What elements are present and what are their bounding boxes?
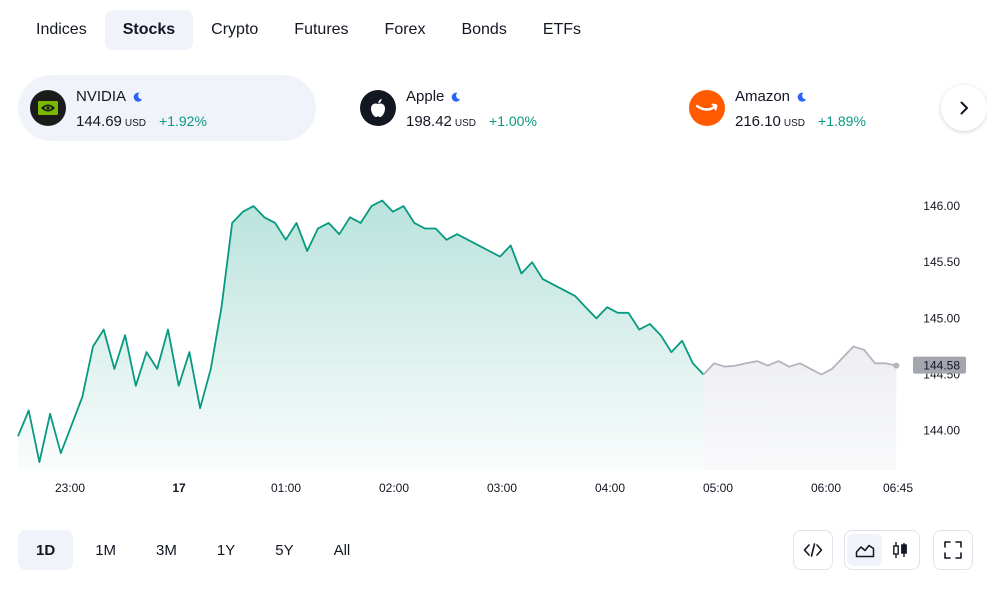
ticker-currency: USD [124, 117, 147, 129]
y-tick-label: 145.00 [923, 311, 960, 325]
y-tick-label: 144.00 [923, 424, 960, 438]
last-price-dot [893, 362, 900, 369]
ticker-name: NVIDIA [76, 88, 127, 105]
embed-button[interactable] [793, 530, 833, 570]
carousel-next-button[interactable] [941, 85, 987, 131]
x-tick-label: 02:00 [379, 481, 409, 495]
tab-futures[interactable]: Futures [294, 21, 349, 38]
tab-crypto[interactable]: Crypto [211, 21, 259, 38]
candlestick-icon [892, 542, 907, 558]
amazon-logo-icon [689, 90, 725, 126]
moon-icon [797, 92, 807, 102]
market-category-tabs: Indices Stocks Crypto Futures Forex Bond… [18, 10, 599, 50]
ticker-change: +1.92% [159, 112, 207, 129]
tab-indices[interactable]: Indices [36, 21, 87, 38]
candlestick-chart-button[interactable] [882, 534, 917, 566]
extended-session-area [703, 346, 897, 470]
last-price-label: 144.58 [923, 359, 960, 373]
range-all-button[interactable]: All [333, 541, 351, 559]
ticker-card-amazon[interactable]: Amazon 216.10 USD +1.89% [677, 75, 937, 141]
tab-bonds[interactable]: Bonds [461, 21, 507, 38]
ticker-change: +1.89% [818, 112, 866, 129]
area-chart-icon [855, 544, 874, 558]
ticker-price: 198.42 [406, 112, 452, 130]
x-tick-label: 23:00 [55, 481, 85, 495]
regular-session-line [17, 199, 705, 463]
range-3m-button[interactable]: 3M [156, 541, 177, 559]
nvidia-logo-icon [30, 90, 66, 126]
last-price-badge [913, 356, 966, 374]
ticker-name: Amazon [735, 88, 791, 105]
time-range-selector: 1D 1M 3M 1Y 5Y All [18, 530, 372, 570]
area-chart-button[interactable] [847, 534, 882, 566]
apple-logo-icon [360, 90, 396, 126]
range-1d-button[interactable]: 1D [18, 530, 74, 570]
x-tick-label: 17 [172, 481, 186, 495]
ticker-carousel: NVIDIA 144.69 USD +1.92% Apple 198.42 [18, 75, 987, 141]
ticker-name: Apple [406, 88, 445, 105]
x-tick-label: 01:00 [271, 481, 301, 495]
extended-session-line [702, 345, 897, 376]
ticker-price: 144.69 [76, 112, 122, 130]
tab-stocks[interactable]: Stocks [104, 10, 194, 50]
fullscreen-icon [944, 541, 962, 559]
range-1m-button[interactable]: 1M [95, 541, 117, 559]
fullscreen-button[interactable] [933, 530, 973, 570]
ticker-currency: USD [783, 117, 806, 129]
y-tick-label: 146.00 [923, 199, 960, 213]
range-5y-button[interactable]: 5Y [275, 541, 294, 559]
ticker-card-apple[interactable]: Apple 198.42 USD +1.00% [348, 75, 648, 141]
x-tick-label: 06:45 [883, 481, 913, 495]
chevron-right-icon [960, 101, 968, 115]
ticker-currency: USD [454, 117, 477, 129]
tab-forex[interactable]: Forex [384, 21, 426, 38]
x-tick-label: 06:00 [811, 481, 841, 495]
x-tick-label: 04:00 [595, 481, 625, 495]
ticker-price: 216.10 [735, 112, 781, 130]
code-icon [803, 543, 823, 557]
y-tick-label: 145.50 [923, 255, 960, 269]
regular-session-area [18, 200, 704, 470]
chart-type-toggle [844, 530, 920, 570]
price-chart[interactable]: 146.00 145.50 145.00 144.50 144.00 23:00 17 01… [0, 160, 987, 505]
moon-icon [452, 92, 461, 102]
x-tick-label: 05:00 [703, 481, 733, 495]
range-1y-button[interactable]: 1Y [216, 541, 236, 559]
ticker-change: +1.00% [489, 112, 537, 129]
x-tick-label: 03:00 [487, 481, 517, 495]
moon-icon [133, 92, 143, 102]
tab-etfs[interactable]: ETFs [542, 21, 582, 38]
ticker-card-nvidia[interactable]: NVIDIA 144.69 USD +1.92% [18, 75, 316, 141]
